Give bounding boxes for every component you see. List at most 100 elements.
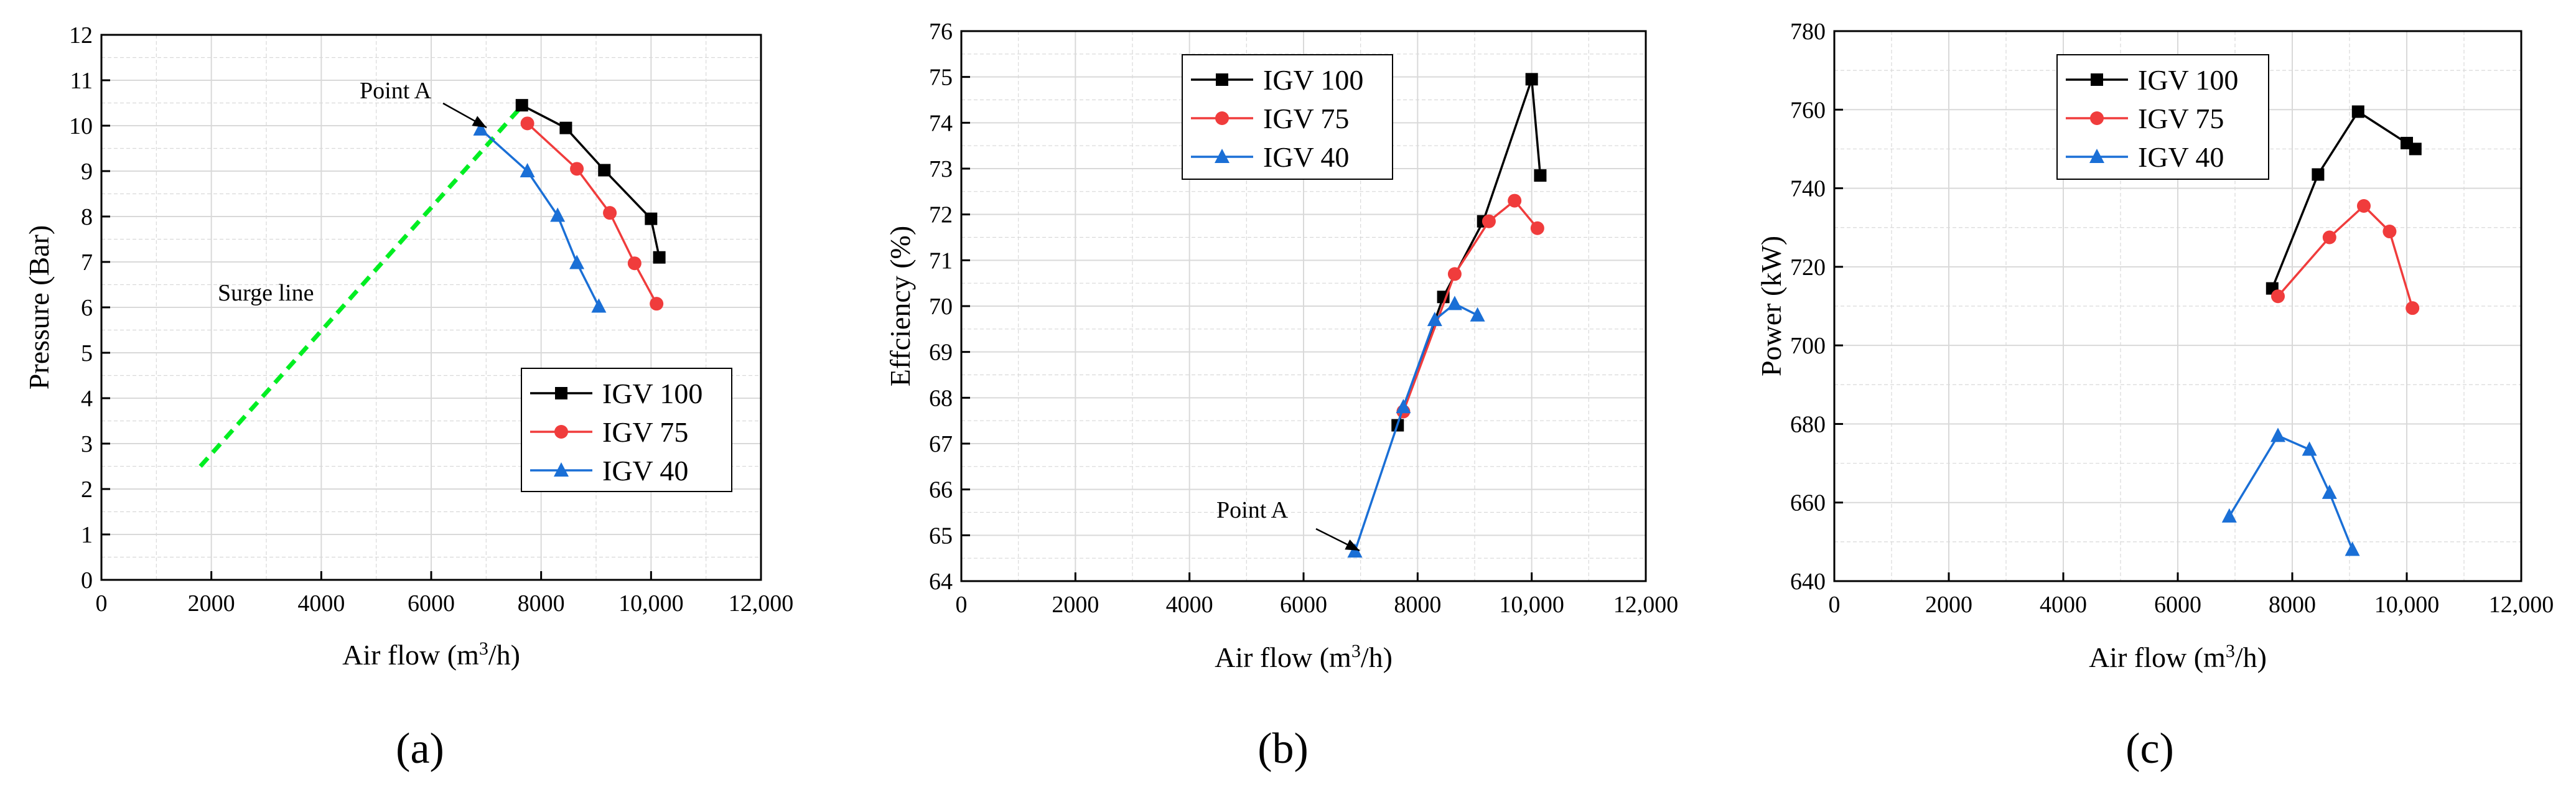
data-point-igv-40: [2345, 541, 2360, 556]
y-tick-labels: 64 65 66 67 68 69 70 71 72 73 74 75 76: [929, 19, 953, 595]
y-tick-labels: 640 660 680 700 720 740 760 780: [1790, 19, 1826, 595]
series-layer: [473, 99, 666, 313]
data-point-igv-40: [2302, 441, 2317, 456]
x-tick-label: 10,000: [1499, 592, 1564, 618]
y-tick-label: 72: [929, 202, 953, 228]
data-point-igv-40: [1427, 312, 1442, 327]
y-tick-label: 720: [1790, 254, 1826, 281]
data-point-igv-100: [645, 212, 658, 225]
legend-label-igv-40: IGV 40: [2138, 141, 2224, 173]
data-point-igv-100: [653, 251, 666, 264]
data-point-igv-40: [520, 163, 535, 177]
series-layer: [2221, 105, 2422, 556]
x-tick-labels: 0 2000 4000 6000 8000 10,000 12,000: [1829, 592, 2554, 618]
annotation-arrow-head: [1345, 539, 1360, 551]
x-tick-label: 0: [96, 590, 108, 617]
y-tick-label: 740: [1790, 176, 1826, 202]
x-tick-label: 10,000: [2374, 592, 2440, 618]
data-point-igv-40: [1396, 399, 1411, 414]
data-point-igv-40: [1347, 543, 1363, 558]
legend: IGV 100 IGV 75 IGV 40: [1182, 54, 1393, 180]
x-tick-label: 10,000: [618, 590, 684, 617]
x-tick-label: 12,000: [2489, 592, 2554, 618]
x-tick-label: 4000: [1166, 592, 1213, 618]
legend-label-igv-75: IGV 75: [1263, 103, 1349, 134]
surge-line: [198, 101, 526, 468]
x-tick-label: 8000: [2269, 592, 2316, 618]
y-tick-label: 4: [81, 386, 93, 412]
data-point-igv-100: [2351, 105, 2364, 118]
x-tick-label: 8000: [518, 590, 565, 617]
x-axis-title: Air flow (m3/h): [1215, 641, 1393, 673]
legend-label-igv-100: IGV 100: [2138, 64, 2238, 96]
legend-marker-igv-75: [1215, 111, 1229, 125]
data-point-igv-100: [559, 121, 572, 134]
x-axis-title: Air flow (m3/h): [2089, 641, 2267, 673]
x-tick-label: 0: [1829, 592, 1841, 618]
legend-label-igv-75: IGV 75: [2138, 103, 2224, 134]
data-point-igv-40: [473, 121, 488, 136]
y-tick-label: 11: [70, 68, 93, 94]
x-tick-label: 8000: [1394, 592, 1441, 618]
data-point-igv-75: [2357, 198, 2371, 213]
legend: IGV 100 IGV 75 IGV 40: [2056, 54, 2269, 180]
y-tick-label: 7: [81, 249, 93, 276]
x-tick-label: 6000: [408, 590, 455, 617]
x-tick-label: 2000: [1925, 592, 1972, 618]
y-tick-label: 5: [81, 340, 93, 366]
y-tick-label: 10: [69, 113, 93, 139]
y-tick-label: 73: [929, 156, 953, 182]
chart-panel-b: 0 2000 4000 6000 8000 10,000 12,000 64 65 66 67 68…: [884, 19, 1678, 773]
y-tick-label: 71: [929, 248, 953, 274]
legend-marker-igv-100: [2091, 73, 2103, 86]
y-tick-label: 680: [1790, 411, 1826, 437]
x-axis-title: Air flow (m3/h): [342, 638, 520, 671]
series-layer: [1347, 73, 1547, 558]
y-tick-label: 760: [1790, 97, 1826, 123]
chart-panel-c: 0 2000 4000 6000 8000 10,000 12,000 640 660 680 7…: [1755, 19, 2554, 773]
annotation-layer: Point A: [1216, 497, 1360, 552]
y-tick-label: 76: [929, 19, 953, 45]
data-point-igv-75: [2271, 289, 2285, 304]
annotation-label: Point A: [1216, 497, 1289, 523]
data-point-igv-75: [2382, 225, 2397, 239]
y-tick-label: 8: [81, 204, 93, 230]
y-tick-label: 9: [81, 159, 93, 185]
y-tick-label: 12: [69, 22, 93, 49]
legend: IGV 100 IGV 75 IGV 40: [521, 368, 732, 492]
series-line-igv-40: [2228, 434, 2354, 551]
series-line-igv-75: [526, 123, 658, 304]
x-tick-label: 2000: [188, 590, 235, 617]
data-point-igv-75: [1447, 267, 1462, 281]
data-point-igv-40: [1470, 307, 1485, 322]
data-point-igv-100: [1525, 73, 1538, 86]
data-point-igv-100: [1534, 169, 1547, 182]
y-tick-label: 75: [929, 65, 953, 91]
x-tick-label: 12,000: [1613, 592, 1679, 618]
legend-label-igv-100: IGV 100: [1263, 64, 1363, 96]
y-axis-title: Pressure (Bar): [23, 225, 55, 389]
x-tick-label: 4000: [2040, 592, 2087, 618]
series-line-igv-100: [2271, 110, 2416, 289]
series-line-igv-100: [521, 104, 661, 258]
data-point-igv-75: [1482, 214, 1496, 228]
x-tick-label: 2000: [1052, 592, 1099, 618]
legend-label-igv-75: IGV 75: [602, 416, 688, 448]
legend-label-igv-40: IGV 40: [1263, 141, 1349, 173]
x-tick-label: 4000: [297, 590, 345, 617]
y-axis-title: Effciency (%): [884, 226, 916, 386]
series-line-igv-40: [480, 128, 600, 307]
panel-caption: (a): [396, 725, 444, 773]
data-point-igv-40: [550, 207, 566, 222]
tick-marks: [960, 30, 1647, 582]
legend-marker-igv-100: [1216, 73, 1228, 86]
y-tick-label: 0: [81, 567, 93, 594]
data-point-igv-100: [2312, 168, 2325, 181]
data-point-igv-100: [598, 164, 611, 177]
y-tick-label: 64: [929, 569, 953, 595]
panel-caption: (c): [2126, 725, 2174, 773]
y-tick-label: 69: [929, 340, 953, 366]
y-tick-label: 640: [1790, 569, 1826, 595]
